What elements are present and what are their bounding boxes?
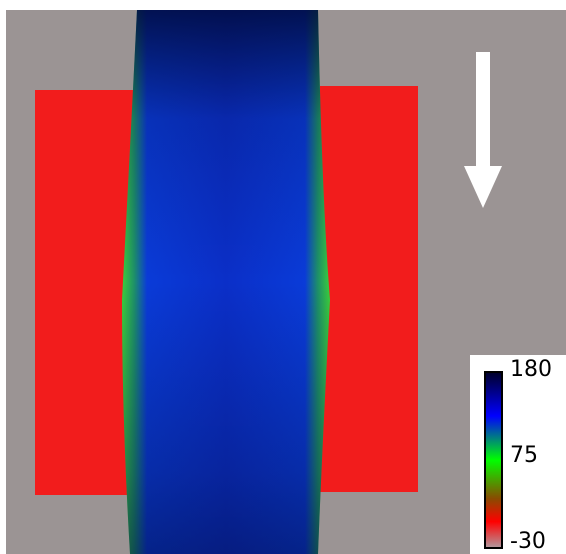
colorbar-tick-label: 180 (510, 357, 552, 382)
arrow-head (464, 166, 502, 208)
colorbar (484, 371, 503, 549)
column-shading (122, 10, 330, 554)
colorbar-tick-label: 75 (510, 443, 538, 468)
right-block (320, 86, 418, 492)
arrow-shaft (476, 52, 490, 170)
left-block (35, 90, 133, 495)
colorbar-tick-label: -30 (510, 529, 546, 554)
